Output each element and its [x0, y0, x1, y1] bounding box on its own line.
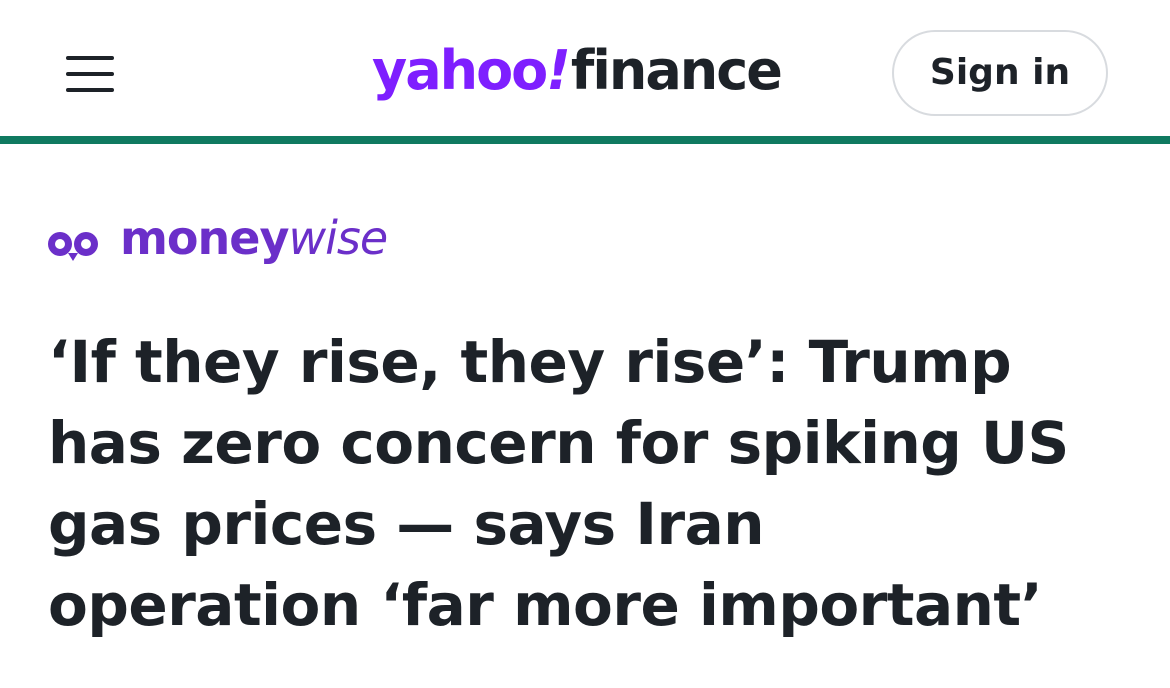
headline-line: ‘If they rise, they rise’: Trump	[48, 328, 1012, 396]
moneywise-logo-icon	[48, 232, 98, 261]
header-divider	[0, 136, 1170, 144]
headline-line: gas prices — says Iran	[48, 490, 765, 558]
headline-line: operation ‘far more important’	[48, 571, 1043, 639]
publisher-name: moneywise	[120, 208, 388, 268]
sign-in-button[interactable]: Sign in	[892, 30, 1108, 116]
menu-line-icon	[66, 72, 114, 76]
yahoo-finance-logo[interactable]: yahoo!finance	[372, 36, 783, 106]
menu-line-icon	[66, 56, 114, 60]
publisher-name-part2: wise	[288, 211, 388, 265]
logo-finance-text: finance	[570, 39, 783, 102]
hamburger-menu-button[interactable]	[60, 48, 120, 100]
logo-yahoo-text: yahoo	[372, 39, 548, 102]
article-headline: ‘If they rise, they rise’: Trump has zer…	[48, 322, 1138, 646]
publisher-name-part1: money	[120, 211, 289, 265]
menu-line-icon	[66, 88, 114, 92]
headline-line: has zero concern for spiking US	[48, 409, 1069, 477]
top-header: yahoo!finance Sign in	[0, 0, 1170, 136]
logo-bang-text: !	[546, 39, 571, 102]
